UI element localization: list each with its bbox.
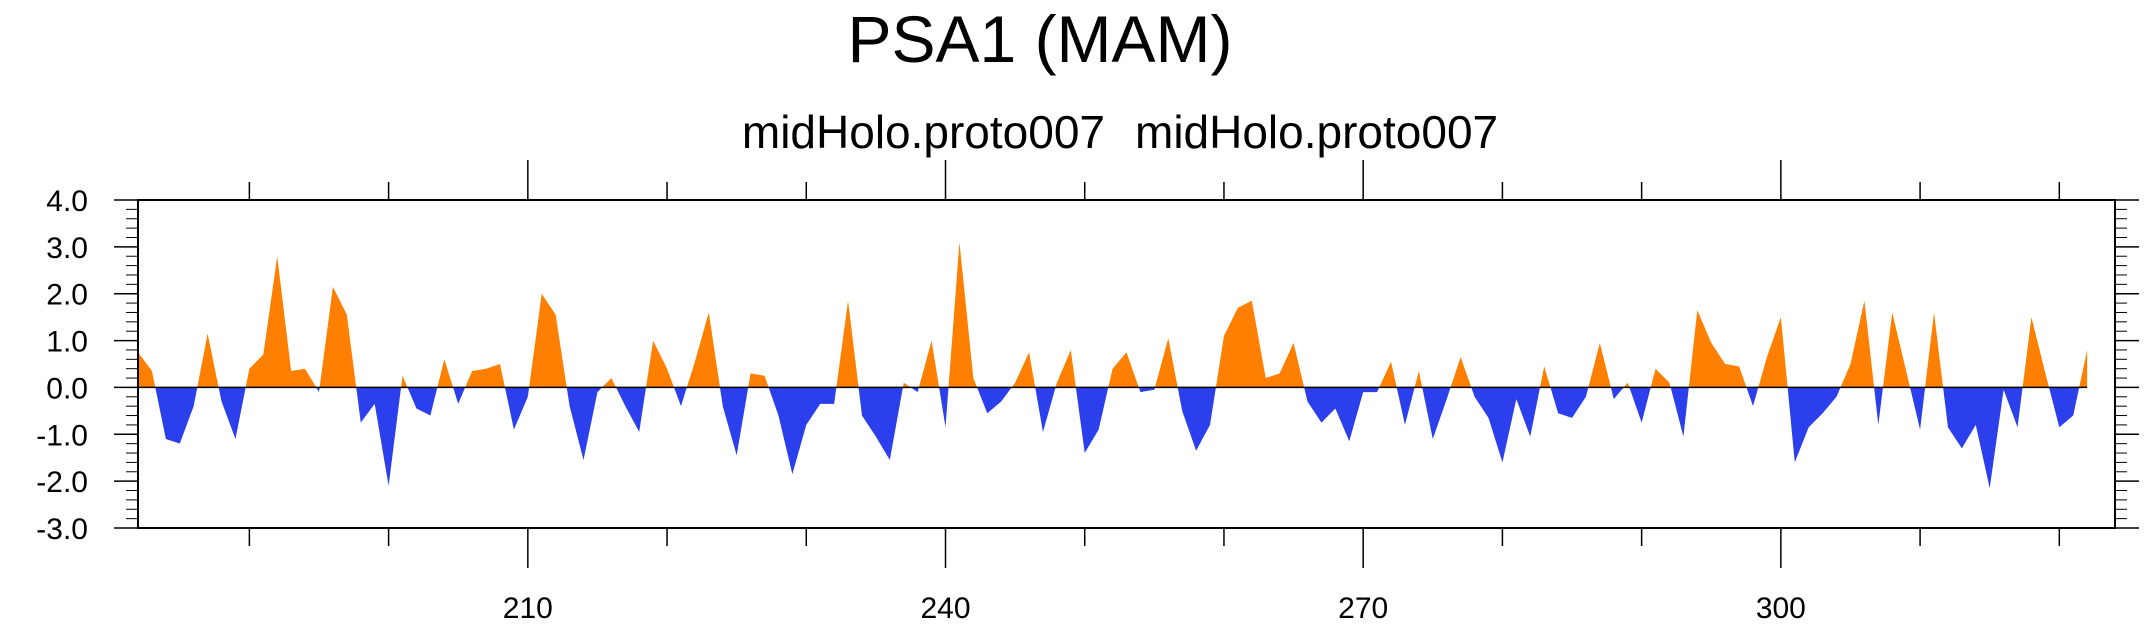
y-tick-label: 3.0 (46, 232, 88, 265)
x-tick-label: 270 (1338, 592, 1388, 625)
series-fill (138, 242, 2088, 489)
negative-area (138, 387, 2088, 489)
axis-ticks (114, 160, 2139, 568)
y-tick-label: -1.0 (36, 419, 88, 452)
x-tick-label: 300 (1756, 592, 1806, 625)
x-tick-label: 240 (920, 592, 970, 625)
axis-tick-labels: -3.0 -2.0 -1.0 0.0 1.0 2.0 3.0 4.0 210 240 270 300 (36, 185, 1806, 625)
chart-title: PSA1 (MAM) (847, 2, 1232, 76)
y-tick-label: -2.0 (36, 466, 88, 499)
y-tick-label: 2.0 (46, 279, 88, 312)
y-tick-label: -3.0 (36, 513, 88, 546)
x-tick-label: 210 (503, 592, 553, 625)
y-tick-label: 0.0 (46, 372, 88, 405)
plot-frame (137, 199, 2116, 529)
positive-area (138, 242, 2088, 388)
y-tick-label: 4.0 (46, 185, 88, 218)
chart-subtitle-left: midHolo.proto007 (742, 106, 1105, 158)
chart-subtitle-right: midHolo.proto007 (1135, 106, 1498, 158)
y-tick-label: 1.0 (46, 326, 88, 359)
